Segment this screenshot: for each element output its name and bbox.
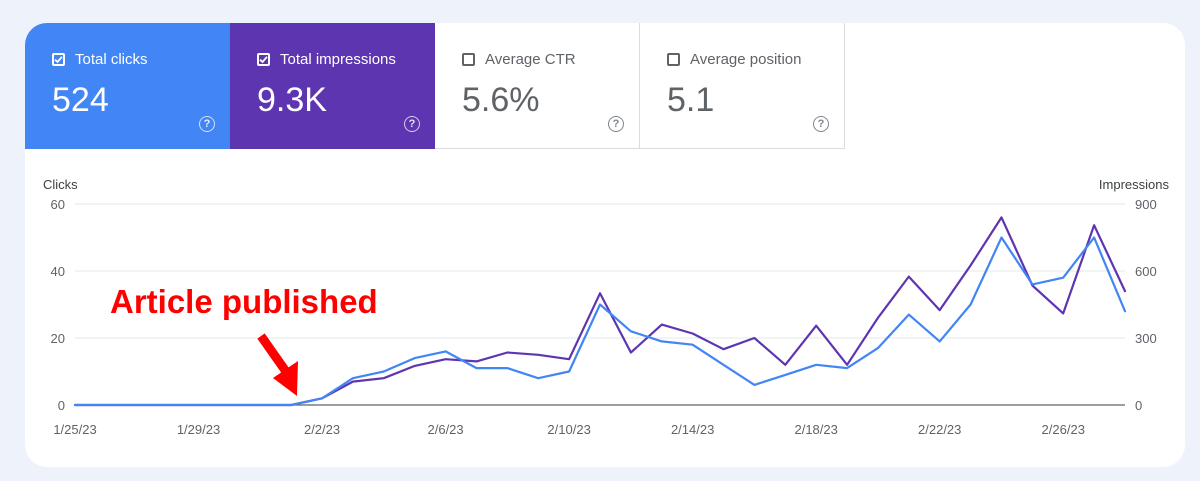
left-tick-label: 60 <box>51 197 65 212</box>
x-tick-label: 2/18/23 <box>794 422 837 437</box>
x-tick-label: 2/22/23 <box>918 422 961 437</box>
annotation-label: Article published <box>110 283 378 320</box>
help-icon[interactable]: ? <box>404 116 420 132</box>
x-tick-label: 2/6/23 <box>428 422 464 437</box>
tile-label: Average position <box>690 51 802 68</box>
help-icon[interactable]: ? <box>199 116 215 132</box>
right-tick-label: 0 <box>1135 398 1142 413</box>
annotation-arrow-icon <box>257 333 298 396</box>
series-lines <box>73 216 1127 407</box>
x-tick-label: 1/29/23 <box>177 422 220 437</box>
left-axis-title: Clicks <box>43 177 78 192</box>
total-impressions-tile[interactable]: Total impressions 9.3K ? <box>230 23 435 149</box>
help-icon[interactable]: ? <box>608 116 624 132</box>
checkbox-unchecked-icon[interactable] <box>667 53 680 66</box>
performance-chart: Clicks Impressions 0 20 40 60 0 300 600 900 1/… <box>43 177 1170 437</box>
total-clicks-tile[interactable]: Total clicks 524 ? <box>25 23 230 149</box>
tile-header: Total impressions <box>257 51 396 68</box>
performance-card: Total clicks 524 ? Total impressions 9.3… <box>25 23 1185 467</box>
x-tick-label: 2/26/23 <box>1042 422 1085 437</box>
x-tick-label: 2/14/23 <box>671 422 714 437</box>
x-tick-label: 2/2/23 <box>304 422 340 437</box>
right-tick-label: 900 <box>1135 197 1157 212</box>
right-axis-ticks: 0 300 600 900 <box>1135 197 1157 413</box>
checkbox-unchecked-icon[interactable] <box>462 53 475 66</box>
checkbox-checked-icon[interactable] <box>52 53 65 66</box>
left-tick-label: 20 <box>51 331 65 346</box>
tile-header: Total clicks <box>52 51 148 68</box>
tile-label: Total impressions <box>280 51 396 68</box>
tile-label: Total clicks <box>75 51 148 68</box>
tile-value: 5.1 <box>667 81 715 119</box>
right-tick-label: 600 <box>1135 264 1157 279</box>
metric-tiles: Total clicks 524 ? Total impressions 9.3… <box>25 23 845 149</box>
x-axis-ticks: 1/25/23 1/29/23 2/2/23 2/6/23 2/10/23 2/14/23… <box>53 422 1085 437</box>
average-position-tile[interactable]: Average position 5.1 ? <box>640 23 845 149</box>
tile-value: 5.6% <box>462 81 540 119</box>
x-tick-label: 2/10/23 <box>547 422 590 437</box>
left-tick-label: 40 <box>51 264 65 279</box>
tile-label: Average CTR <box>485 51 576 68</box>
right-axis-title: Impressions <box>1099 177 1170 192</box>
tile-header: Average position <box>667 51 801 68</box>
checkbox-checked-icon[interactable] <box>257 53 270 66</box>
tile-value: 9.3K <box>257 81 327 119</box>
tile-header: Average CTR <box>462 51 576 68</box>
x-tick-label: 1/25/23 <box>53 422 96 437</box>
help-icon[interactable]: ? <box>813 116 829 132</box>
average-ctr-tile[interactable]: Average CTR 5.6% ? <box>435 23 640 149</box>
left-tick-label: 0 <box>58 398 65 413</box>
left-axis-ticks: 0 20 40 60 <box>51 197 65 413</box>
right-tick-label: 300 <box>1135 331 1157 346</box>
clicks-line <box>73 236 1127 407</box>
tile-value: 524 <box>52 81 109 119</box>
